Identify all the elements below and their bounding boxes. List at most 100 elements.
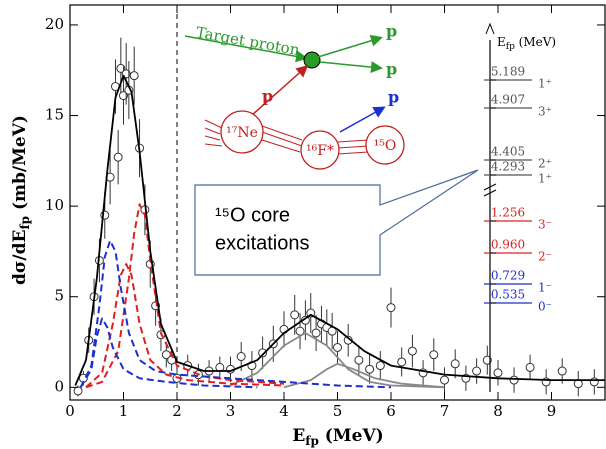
data-point: [493, 368, 503, 378]
level-energy: 0.960: [491, 238, 525, 252]
x-tick-label: 7: [440, 402, 450, 420]
curve: [85, 263, 285, 389]
target-dot: [303, 51, 321, 69]
level-energy: 0.535: [491, 288, 525, 302]
callout: ¹⁵O core excitations: [194, 169, 479, 276]
data-point: [509, 375, 519, 385]
level-jp: 1⁻: [538, 281, 552, 295]
x-label-main: E: [292, 426, 305, 446]
data-point: [113, 152, 123, 162]
level-jp: 1⁺: [538, 172, 552, 186]
x-axis-label: Efp (MeV): [292, 426, 383, 448]
x-tick-label: 8: [493, 402, 503, 420]
inset-label: p: [262, 87, 273, 106]
data-point: [557, 366, 567, 376]
level-scheme: Efp (MeV) 5.189 1⁺ 4.907 3⁺ 4.405 2⁺ 4.293 1⁺ 1.…: [483, 22, 556, 392]
x-tick-label: 3: [226, 402, 236, 420]
x-tick-label: 1: [119, 402, 129, 420]
level-jp: 2⁻: [538, 250, 552, 264]
data-point: [354, 355, 364, 365]
x-tick-label: 6: [386, 402, 396, 420]
inset-label: ¹⁶F*: [306, 143, 334, 159]
x-label-sub: fp: [305, 434, 319, 448]
nucleus: [365, 125, 405, 165]
y-tick-label: 0: [54, 377, 64, 395]
level-jp: 2⁺: [538, 157, 552, 171]
reaction-diagram: Target proton p p p p ¹⁷Ne ¹⁶F* ¹⁵O: [184, 22, 405, 170]
nucleus: [220, 110, 264, 154]
nucleus: [300, 130, 340, 170]
plot-area: [73, 5, 605, 400]
data-point: [236, 352, 246, 362]
arrow: [319, 61, 383, 74]
x-tick-label: 5: [333, 402, 343, 420]
level-energy: 4.405: [491, 145, 525, 159]
level-energy: 5.189: [491, 65, 525, 79]
level-jp: 3⁺: [538, 105, 552, 119]
data-point: [333, 342, 342, 352]
y-label-unit: (mb/MeV): [10, 115, 30, 216]
x-tick-label: 4: [279, 402, 289, 420]
level-energy: 1.256: [491, 206, 525, 220]
level-energy: 0.729: [491, 269, 525, 283]
data-point: [290, 310, 300, 320]
inset-label: p: [388, 88, 399, 107]
y-tick-label: 15: [45, 106, 64, 124]
inset-label: ¹⁷Ne: [226, 125, 258, 141]
data-point: [386, 303, 396, 313]
x-tick-label: 9: [547, 402, 557, 420]
data-point: [311, 328, 321, 338]
y-tick-label: 20: [45, 15, 64, 33]
levels-header-unit: (MeV): [515, 35, 556, 49]
callout-box: [194, 169, 479, 276]
data-point: [472, 366, 482, 376]
inset-label: ¹⁵O: [374, 138, 397, 154]
level-energy: 4.293: [491, 160, 525, 174]
arrow: [339, 106, 386, 133]
x-label-unit: (MeV): [319, 426, 384, 446]
data-point: [482, 355, 492, 365]
data-point: [440, 375, 449, 385]
data-point: [525, 362, 535, 372]
inset-label: p: [386, 60, 397, 79]
data-point: [365, 364, 375, 374]
level-energy: 4.907: [491, 93, 525, 107]
curve: [79, 317, 258, 389]
axis-break: [483, 183, 497, 197]
data-point: [429, 350, 439, 360]
arrow: [317, 34, 383, 58]
arrow: [251, 65, 309, 116]
data-point: [161, 350, 171, 360]
inset-label: Target proton: [195, 23, 302, 59]
proton-arrow: [184, 35, 308, 63]
level-jp: 1⁺: [538, 77, 552, 91]
data-point: [116, 63, 126, 73]
curve: [79, 239, 392, 389]
data-point: [407, 346, 417, 356]
y-label-sub: fp: [18, 216, 32, 230]
data-point: [73, 386, 83, 396]
callout-text: ¹⁵O core: [215, 204, 290, 226]
callout-text: excitations: [215, 232, 310, 254]
levels-header-sub: fp: [506, 42, 515, 52]
hatching: [204, 119, 369, 155]
data-point: [589, 377, 599, 387]
data-point: [119, 91, 128, 101]
y-tick-label: 10: [45, 196, 64, 214]
x-tick-label: 2: [172, 402, 182, 420]
data-point: [397, 357, 407, 367]
level-jp: 0⁻: [538, 300, 552, 314]
data-point: [258, 348, 268, 358]
level-jp: 3⁻: [538, 218, 552, 232]
levels-header-main: E: [497, 35, 506, 49]
levels-header: Efp (MeV): [497, 35, 556, 52]
data-point: [129, 71, 139, 81]
y-tick-label: 5: [54, 287, 64, 305]
curve: [230, 332, 445, 389]
curve: [283, 362, 445, 389]
level-axis-arrow: [485, 22, 495, 35]
y-label-main: dσ/dE: [10, 229, 30, 285]
inset-label: p: [386, 22, 397, 41]
